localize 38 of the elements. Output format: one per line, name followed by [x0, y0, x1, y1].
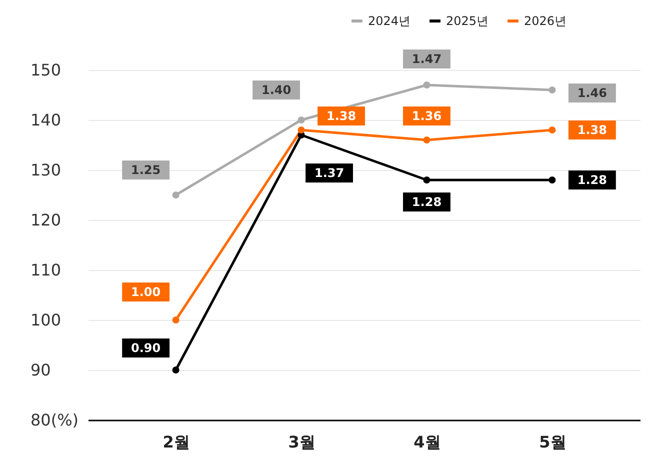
y-tick-label: 140: [30, 110, 62, 130]
y-tick-label: 90: [30, 360, 51, 380]
point: [423, 176, 430, 184]
point: [548, 86, 556, 94]
annotation: 1.28: [577, 173, 607, 187]
annotation: 1.38: [577, 123, 607, 137]
annotation: 1.00: [131, 285, 161, 299]
x-tick-label: 3월: [288, 432, 316, 452]
x-tick-label: 4월: [414, 432, 441, 452]
x-tick-label: 5월: [539, 432, 566, 452]
annotation: 1.37: [314, 166, 344, 180]
annotation: 1.28: [412, 195, 442, 209]
x-tick-label: 2월: [162, 432, 190, 452]
point: [298, 116, 305, 124]
point: [423, 136, 430, 144]
legend-label: 2026년: [524, 14, 567, 28]
annotation: 1.36: [412, 109, 442, 123]
y-tick-label: 100: [30, 310, 62, 330]
legend-label: 2025년: [446, 14, 489, 28]
annotation: 1.47: [412, 52, 442, 66]
point: [172, 366, 180, 374]
annotation: 1.46: [577, 86, 607, 100]
annotation: 1.40: [261, 83, 292, 97]
y-tick-label: 110: [30, 260, 62, 280]
point: [298, 126, 305, 134]
legend-label: 2024년: [368, 14, 411, 28]
y-tick-label: 80(%): [30, 410, 79, 430]
annotation: 0.90: [131, 341, 161, 355]
annotation: 1.38: [326, 109, 356, 123]
y-tick-label: 120: [30, 210, 62, 230]
point: [172, 316, 180, 324]
y-tick-label: 130: [30, 160, 62, 180]
point: [423, 81, 430, 89]
point: [172, 191, 180, 199]
annotation: 1.25: [131, 163, 161, 177]
point: [548, 126, 556, 134]
point: [548, 176, 556, 184]
y-tick-label: 150: [30, 60, 62, 80]
